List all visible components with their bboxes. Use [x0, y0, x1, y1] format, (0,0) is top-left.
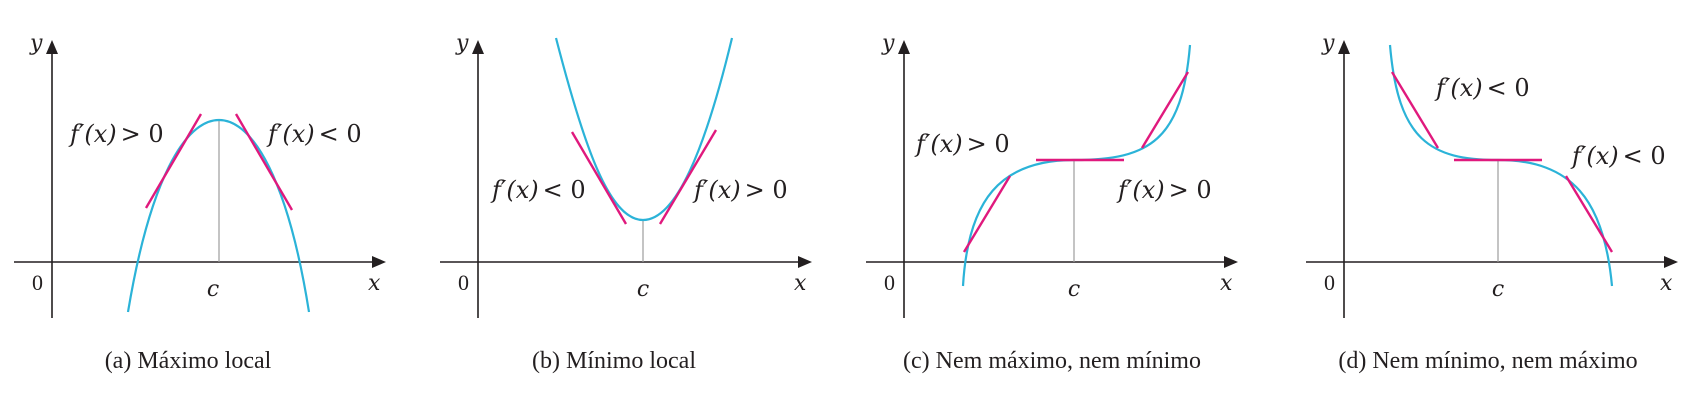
panel-c-caption: (c) Nem máximo, nem mínimo [903, 348, 1201, 374]
panel-b-x-arrow [798, 256, 812, 268]
panel-c-left-rel: > 0 [967, 130, 1010, 158]
panel-d-tangent-right [1566, 176, 1612, 252]
panel-a-origin-label: 0 [32, 270, 43, 295]
panel-c-y-label: y [881, 31, 895, 56]
panel-a-x-label: x [368, 271, 381, 296]
panel-b: y x 0 c f′(x) < 0 f′(x) > 0 (b) Mínimo loc… [440, 31, 812, 374]
panel-d-x-arrow [1664, 256, 1678, 268]
panel-a-left-label: f′(x) > 0 [68, 120, 164, 148]
panel-c-tangent-right [1142, 72, 1188, 148]
panel-d: y x 0 c f′(x) < 0 f′(x) < 0 (d) Nem mínimo… [1306, 31, 1678, 374]
panel-b-x-label: x [794, 271, 807, 296]
panel-a-c-label: c [207, 277, 219, 302]
panel-a-right-fn: f′(x) [266, 120, 315, 148]
panel-c-x-arrow [1224, 256, 1238, 268]
panel-b-left-label: f′(x) < 0 [490, 176, 586, 204]
panel-c-left-fn: f′(x) [914, 130, 963, 158]
panel-d-y-arrow [1338, 40, 1350, 54]
panel-b-y-label: y [455, 31, 469, 56]
panel-a-y-arrow [46, 40, 58, 54]
panel-d-left-fn: f′(x) [1434, 74, 1483, 102]
panel-d-left-label: f′(x) < 0 [1434, 74, 1530, 102]
panel-a-right-rel: < 0 [319, 120, 362, 148]
panel-a: y x 0 c f′(x) > 0 f′(x) < 0 (a) Máximo loc… [14, 31, 386, 374]
panel-a-axes [14, 40, 386, 318]
panel-c-right-fn: f′(x) [1116, 176, 1165, 204]
panel-d-caption: (d) Nem mínimo, nem máximo [1338, 348, 1637, 374]
panel-b-caption: (b) Mínimo local [532, 348, 696, 374]
panel-a-left-rel: > 0 [121, 120, 164, 148]
panel-b-y-arrow [472, 40, 484, 54]
panel-c-right-rel: > 0 [1169, 176, 1212, 204]
panel-c-right-label: f′(x) > 0 [1116, 176, 1212, 204]
panel-d-right-rel: < 0 [1623, 142, 1666, 170]
panel-d-y-label: y [1321, 31, 1335, 56]
panel-b-right-fn: f′(x) [692, 176, 741, 204]
panel-c-tangent-left [964, 176, 1010, 252]
panel-c-x-label: x [1220, 271, 1233, 296]
panel-a-right-label: f′(x) < 0 [266, 120, 362, 148]
panel-c-y-arrow [898, 40, 910, 54]
panel-c-c-label: c [1068, 277, 1080, 302]
panel-b-right-label: f′(x) > 0 [692, 176, 788, 204]
panel-c-origin-label: 0 [884, 270, 895, 295]
panel-d-right-label: f′(x) < 0 [1570, 142, 1666, 170]
panel-b-right-rel: > 0 [745, 176, 788, 204]
panel-d-c-label: c [1492, 277, 1504, 302]
panel-a-caption: (a) Máximo local [105, 348, 272, 374]
panel-a-x-arrow [372, 256, 386, 268]
panel-a-y-label: y [29, 31, 43, 56]
panel-c-curve [963, 45, 1190, 286]
panel-b-left-fn: f′(x) [490, 176, 539, 204]
panel-c: y x 0 c f′(x) > 0 f′(x) > 0 (c) Nem máximo… [866, 31, 1238, 374]
panel-d-left-rel: < 0 [1487, 74, 1530, 102]
panel-a-left-fn: f′(x) [68, 120, 117, 148]
panel-d-x-label: x [1660, 271, 1673, 296]
panel-d-right-fn: f′(x) [1570, 142, 1619, 170]
panel-d-tangent-left [1392, 72, 1438, 148]
panel-b-left-rel: < 0 [543, 176, 586, 204]
panel-b-c-label: c [637, 277, 649, 302]
panel-d-origin-label: 0 [1324, 270, 1335, 295]
panel-b-origin-label: 0 [458, 270, 469, 295]
panel-c-left-label: f′(x) > 0 [914, 130, 1010, 158]
